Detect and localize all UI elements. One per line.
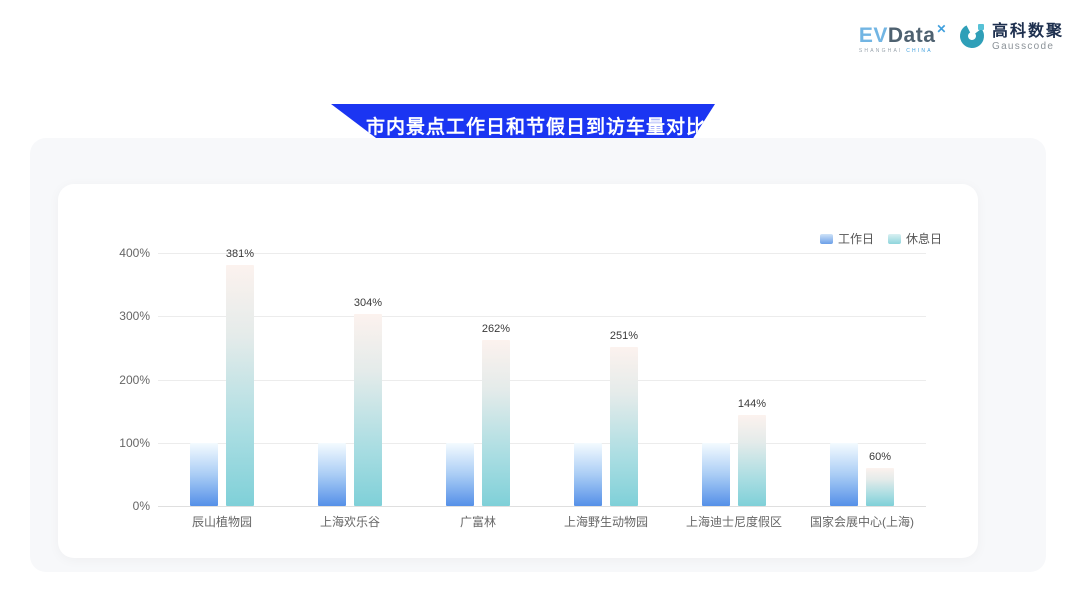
evdata-subtitle: SHANGHAI CHINA (858, 47, 947, 54)
y-axis-tick-label: 0% (132, 499, 150, 513)
legend-label: 休息日 (905, 232, 942, 246)
bar-chart: 0% 100% 200% 300% 400% 381% 辰山植物园 304% 上海欢乐谷 262%… (58, 184, 978, 558)
bar-value-label: 251% (609, 330, 639, 342)
bar-工作日-广富林 (446, 443, 474, 506)
x-axis-category-label: 上海野生动物园 (563, 515, 648, 529)
bar-工作日-国家会展中心(上海) (830, 443, 858, 506)
y-axis-tick-label: 400% (119, 246, 150, 260)
gridline (158, 253, 926, 254)
bar-value-label: 144% (737, 398, 767, 410)
y-axis-tick-label: 100% (119, 435, 150, 450)
legend-marker-icon (887, 233, 901, 244)
legend-item-休息日[interactable]: 休息日 (887, 230, 942, 247)
bar-value-label: 381% (225, 248, 255, 260)
legend-item-工作日[interactable]: 工作日 (819, 230, 874, 247)
evdata-logo: EVData✕ SHANGHAI CHINA (859, 23, 947, 54)
x-axis-line (158, 506, 926, 507)
gausscode-en-text: Gausscode (991, 41, 1055, 52)
gridline (158, 316, 926, 318)
evdata-ev-text: EV (858, 23, 888, 47)
gridline (158, 379, 926, 381)
gausscode-g-icon (959, 22, 986, 54)
y-axis-tick-label: 300% (119, 309, 150, 324)
gridline (158, 442, 926, 444)
page-title: 市内景点工作日和节假日到访车量对比 (365, 116, 706, 138)
evdata-data-text: Data (887, 23, 936, 47)
x-axis-category-label: 国家会展中心(上海) (810, 515, 914, 529)
bar-value-label: 304% (353, 297, 383, 309)
evdata-x-icon: ✕ (936, 21, 947, 36)
x-axis-category-label: 辰山植物园 (191, 515, 252, 529)
gausscode-logo: 高科数聚 Gausscode (959, 22, 1064, 54)
logo-group: EVData✕ SHANGHAI CHINA 高科数聚 Gausscode (859, 22, 1064, 54)
content-panel: 工作日 休息日 0% 100% 200% 300% 400% 381% 辰山植物园 304% 上海… (30, 138, 1046, 572)
evdata-china-text: CHINA (906, 47, 933, 54)
y-axis-tick-label: 200% (119, 372, 150, 387)
legend-label: 工作日 (837, 232, 874, 246)
bar-工作日-上海野生动物园 (574, 443, 602, 506)
bar-工作日-辰山植物园 (190, 443, 218, 506)
bar-休息日-广富林 (482, 340, 510, 506)
evdata-wordmark: EVData✕ (859, 23, 947, 46)
bar-value-label: 60% (868, 451, 892, 463)
bar-工作日-上海迪士尼度假区 (702, 443, 730, 506)
bar-休息日-上海欢乐谷 (354, 314, 382, 506)
gausscode-cn-text: 高科数聚 (991, 23, 1064, 40)
bar-休息日-上海野生动物园 (610, 347, 638, 506)
bar-休息日-上海迪士尼度假区 (738, 415, 766, 506)
legend-marker-icon (819, 233, 833, 244)
bar-休息日-国家会展中心(上海) (866, 468, 894, 506)
x-axis-category-label: 上海迪士尼度假区 (685, 515, 782, 529)
x-axis-category-label: 上海欢乐谷 (319, 515, 380, 529)
bar-休息日-辰山植物园 (226, 265, 254, 506)
evdata-shanghai-text: SHANGHAI (858, 47, 903, 54)
legend: 工作日 休息日 (819, 230, 942, 247)
bar-value-label: 262% (481, 323, 511, 335)
chart-card: 工作日 休息日 0% 100% 200% 300% 400% 381% 辰山植物园 304% 上海… (58, 184, 978, 558)
bar-工作日-上海欢乐谷 (318, 443, 346, 506)
x-axis-category-label: 广富林 (459, 515, 496, 529)
